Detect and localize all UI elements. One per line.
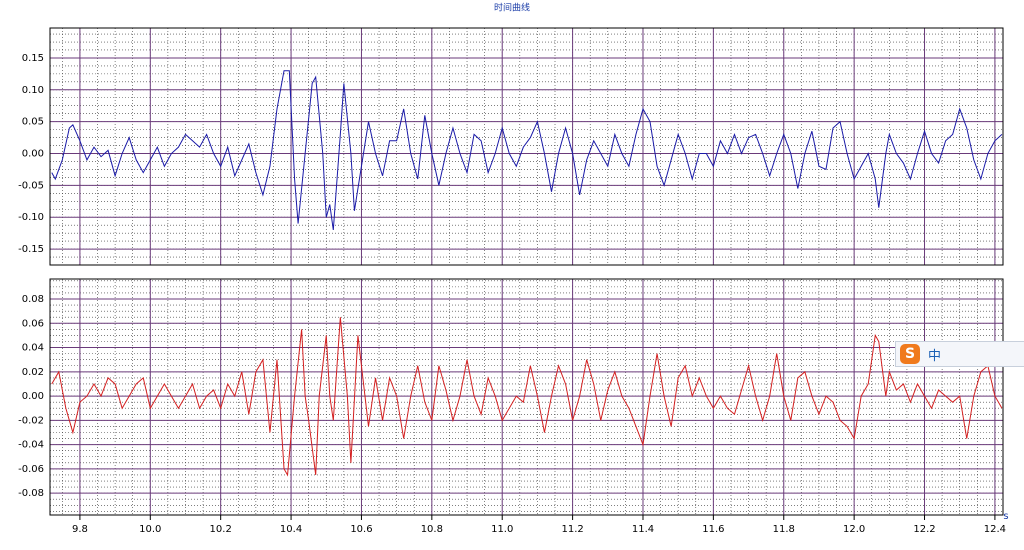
y-tick-label: 0.00 [22,391,44,402]
x-tick-label: 11.2 [561,524,583,535]
y-tick-label: -0.08 [18,488,44,499]
y-tick-label: -0.04 [18,440,44,451]
x-tick-label: 10.6 [350,524,372,535]
y-tick-label: -0.10 [18,212,44,223]
x-tick-label: 11.4 [632,524,654,535]
y-tick-label: 0.15 [22,53,44,64]
x-tick-label: 11.0 [491,524,513,535]
y-tick-label: -0.06 [18,464,44,475]
x-tick-label: 10.2 [210,524,232,535]
chart-title: 时间曲线 [494,2,530,14]
x-tick-label: 11.8 [773,524,795,535]
signal-line [51,70,1003,231]
y-tick-label: 0.00 [22,149,44,160]
ime-logo[interactable]: S [900,344,920,364]
plot-frame [49,278,1004,516]
y-tick-label: -0.02 [18,415,44,426]
y-tick-label: 0.02 [22,367,44,378]
x-tick-label: 9.8 [72,524,88,535]
x-tick-label: 10.8 [421,524,443,535]
ime-toolbar[interactable]: S 中 [895,341,1024,367]
x-tick-label: 10.0 [139,524,161,535]
y-tick-label: 0.08 [22,294,44,305]
y-tick-label: 0.04 [22,343,44,354]
y-tick-label: -0.05 [18,180,44,191]
x-axis-unit: s [1003,511,1008,522]
x-tick-label: 12.0 [843,524,865,535]
y-tick-label: -0.15 [18,244,44,255]
x-tick-label: 12.4 [984,524,1006,535]
y-tick-label: 0.06 [22,318,44,329]
signal-line [51,317,1003,477]
x-tick-label: 11.6 [702,524,724,535]
x-tick-label: 12.2 [913,524,935,535]
x-tick-label: 10.4 [280,524,302,535]
ime-mode[interactable]: 中 [928,348,942,364]
plot-frame [49,27,1004,266]
y-tick-label: 0.05 [22,117,44,128]
y-tick-label: 0.10 [22,85,44,96]
